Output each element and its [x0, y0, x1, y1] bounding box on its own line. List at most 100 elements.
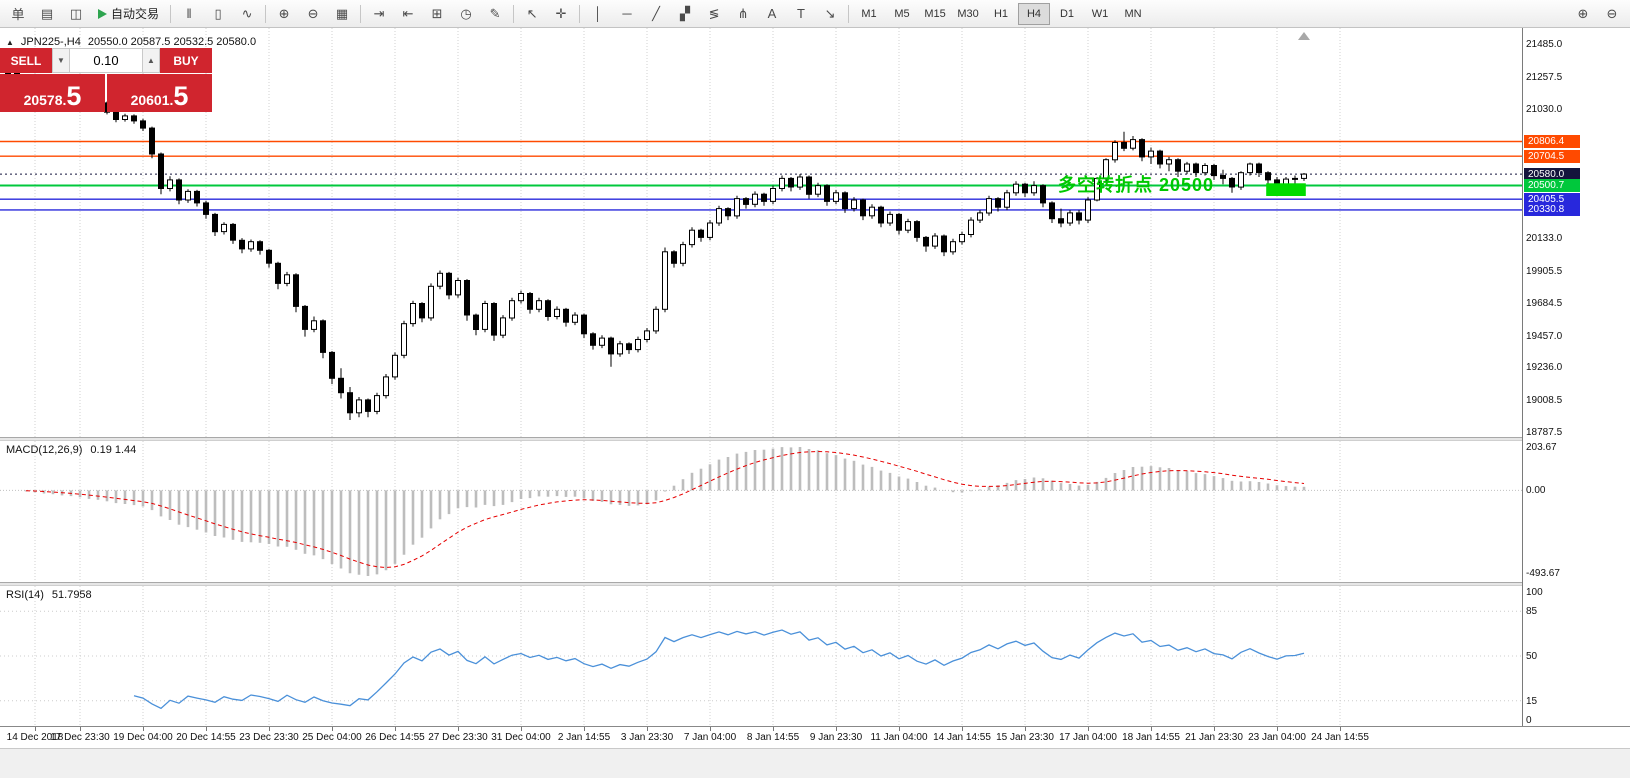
zoom-out-icon[interactable]: ⊖	[307, 5, 319, 21]
candle	[419, 302, 425, 323]
candle	[1094, 177, 1100, 202]
chart-shift-icon[interactable]: ⇤	[402, 5, 414, 21]
price-scale[interactable]	[1523, 28, 1630, 726]
equidistant-channel-icon[interactable]: ▞	[680, 5, 691, 21]
andrews-pitchfork-icon[interactable]: ⋔	[737, 5, 749, 21]
candle	[428, 283, 434, 321]
candle	[698, 228, 704, 242]
highlight-rectangle[interactable]	[1266, 183, 1306, 196]
candle-chart-type-icon[interactable]: ▯	[214, 5, 222, 21]
crosshair-icon[interactable]: ✛	[555, 5, 567, 21]
cursor-icon[interactable]: ↖	[526, 5, 538, 21]
candle	[1175, 158, 1181, 177]
auto-scroll-icon[interactable]: ⇥	[373, 5, 385, 21]
chart-annotation: 多空转折点 20500	[1058, 175, 1215, 195]
timeframe-m15[interactable]: M15	[924, 7, 946, 20]
price-axis-label: 21485.0	[1526, 38, 1563, 50]
time-axis-label: 17 Jan 04:00	[1059, 732, 1117, 743]
bar-chart-type-icon[interactable]: ‖	[186, 6, 192, 21]
toolbar-separator	[848, 4, 850, 23]
time-axis-label: 18 Jan 14:55	[1122, 732, 1180, 743]
candle	[1040, 184, 1046, 208]
candle	[644, 328, 650, 343]
price-axis-label: 21030.0	[1526, 104, 1563, 116]
buy-button[interactable]: BUY	[160, 48, 212, 73]
volume-increase-button[interactable]: ▲	[142, 48, 160, 73]
arrow-objects-icon[interactable]: ↘	[824, 5, 836, 21]
rsi-pane[interactable]	[0, 586, 1522, 726]
time-axis-label: 19 Dec 04:00	[113, 732, 173, 743]
time-scale[interactable]: 14 Dec 2018 17 Dec 23:30 19 Dec 04:00 20 De…	[0, 726, 1630, 748]
time-axis-tick	[395, 727, 396, 731]
time-axis-label: 7 Jan 04:00	[683, 732, 737, 743]
profiles-icon[interactable]: ◫	[69, 5, 83, 21]
timeframe-d1[interactable]: D1	[1059, 7, 1075, 20]
candle	[653, 306, 659, 334]
quote-panel-toggle-icon[interactable]: ▲	[6, 37, 14, 47]
timeframe-mn[interactable]: MN	[1124, 7, 1142, 20]
candle	[509, 297, 515, 321]
new-order-icon[interactable]: 单	[11, 7, 25, 22]
line-chart-type-icon[interactable]: ∿	[241, 5, 253, 21]
candle	[1139, 138, 1145, 162]
time-axis-tick	[962, 727, 963, 731]
pane-separator[interactable]	[0, 582, 1630, 586]
candle	[824, 184, 830, 206]
rsi-line	[133, 629, 1305, 710]
candle	[869, 204, 875, 219]
chart-ohlc-values: 20550.0 20587.5 20532.5 20580.0	[87, 36, 257, 48]
chart-shift-marker-icon[interactable]	[1298, 32, 1310, 40]
candle	[1148, 147, 1154, 164]
time-axis-label: 20 Dec 14:55	[176, 732, 236, 743]
chart-symbol-label: JPN225-,H4	[20, 36, 81, 48]
time-axis-tick	[1088, 727, 1089, 731]
magnifier-plus-icon[interactable]: ⊕	[1577, 5, 1589, 21]
horizontal-line-icon[interactable]: ─	[622, 6, 632, 21]
time-axis-tick	[710, 727, 711, 731]
timeframe-h4[interactable]: H4	[1018, 2, 1051, 25]
new-chart-icon[interactable]: ⊞	[431, 5, 443, 21]
price-line-label: 20580.0	[1524, 167, 1580, 181]
templates-icon[interactable]: ✎	[489, 5, 501, 21]
timeframe-w1[interactable]: W1	[1091, 7, 1109, 20]
tile-windows-icon[interactable]: ▦	[335, 5, 349, 21]
timeframe-m5[interactable]: M5	[894, 7, 910, 20]
candle	[1130, 136, 1136, 151]
time-axis-tick	[521, 727, 522, 731]
autotrading-button[interactable]: 自动交易	[91, 2, 166, 26]
toolbar-separator	[265, 4, 267, 23]
candle	[473, 313, 479, 336]
candle	[518, 290, 524, 304]
macd-pane[interactable]	[0, 441, 1522, 582]
candle	[671, 250, 677, 268]
sell-button[interactable]: SELL	[0, 48, 52, 73]
volume-decrease-button[interactable]: ▼	[52, 48, 70, 73]
charts-window-icon[interactable]: ▤	[40, 5, 54, 21]
magnifier-minus-icon[interactable]: ⊖	[1606, 5, 1618, 21]
time-axis-label: 9 Jan 23:30	[809, 732, 863, 743]
candle	[1301, 173, 1307, 181]
main-chart[interactable]	[0, 28, 1522, 437]
trendline-icon[interactable]: ╱	[652, 5, 660, 21]
time-axis-label: 21 Jan 23:30	[1185, 732, 1243, 743]
text-icon[interactable]: A	[767, 6, 777, 21]
candle	[932, 233, 938, 249]
vertical-line-icon[interactable]: │	[593, 6, 603, 21]
buy-price[interactable]: 20601. 5	[107, 74, 212, 112]
zoom-in-icon[interactable]: ⊕	[278, 5, 290, 21]
timeframe-m30[interactable]: M30	[957, 7, 979, 20]
time-axis-label: 3 Jan 23:30	[620, 732, 674, 743]
text-label-icon[interactable]: T	[797, 6, 805, 21]
fibonacci-icon[interactable]: ≶	[708, 5, 720, 21]
candle	[329, 351, 335, 385]
candle	[1121, 131, 1127, 152]
pane-separator[interactable]	[0, 437, 1630, 441]
volume-input[interactable]	[70, 48, 142, 73]
period-clock-icon[interactable]: ◷	[460, 5, 472, 21]
candle	[815, 182, 821, 198]
timeframe-m1[interactable]: M1	[861, 7, 877, 20]
sell-price[interactable]: 20578. 5	[0, 74, 105, 112]
timeframe-h1[interactable]: H1	[993, 7, 1009, 20]
macd-signal-line	[25, 450, 1305, 569]
candle	[788, 177, 794, 192]
